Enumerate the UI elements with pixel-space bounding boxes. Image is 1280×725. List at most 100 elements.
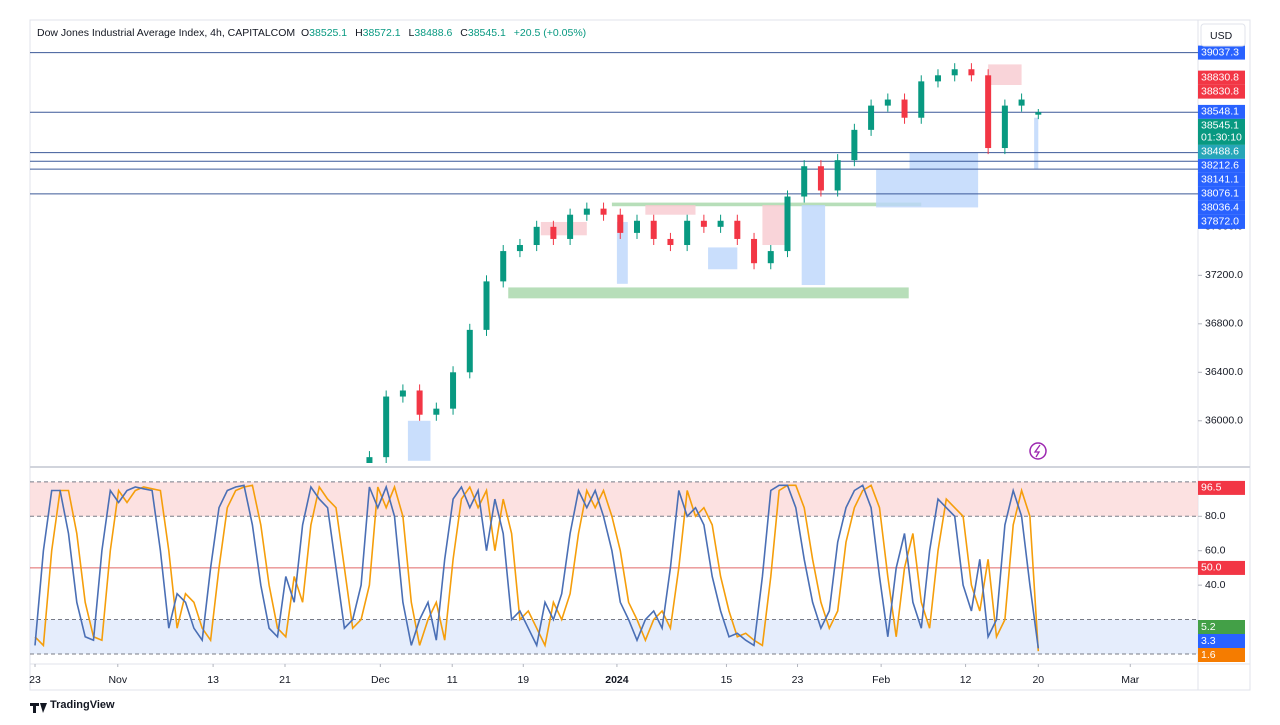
price-label-box [1198,45,1245,60]
currency-button[interactable] [1200,23,1246,47]
candle-body [968,69,975,76]
ohlc-label: C [460,27,468,39]
x-tick-label: Dec [371,674,390,686]
x-tick-label: 23 [29,674,41,686]
x-tick-label: 11 [447,674,458,686]
candle-body [717,220,724,227]
price-label: 38830.8 [1201,85,1239,97]
price-label: 1.6 [1201,649,1216,661]
y-tick-label: 37200.0 [1205,269,1243,281]
candle-body [483,281,490,330]
price-label: 38545.1 [1201,120,1239,132]
price-label-box [1198,634,1245,648]
brand-logo [30,703,47,713]
price-label: 38548.1 [1201,106,1239,118]
candle-body [567,214,574,239]
candle-body [734,220,741,239]
candle-body [617,214,624,233]
price-label-box [1198,158,1245,173]
price-label: 38141.1 [1201,174,1239,186]
candle-body [633,220,640,233]
price-label-box [1198,648,1245,662]
oscillator-pane [30,481,1198,655]
price-label: 39037.3 [1201,46,1239,58]
zone [876,169,979,208]
y-tick-label: 60.0 [1205,545,1226,557]
candle-body [767,251,774,264]
price-label-box [1198,214,1245,229]
price-label-box [1198,84,1245,99]
candle-body [700,220,707,227]
candle-body [583,208,590,215]
price-label: 37872.0 [1201,216,1239,228]
price-label: 38488.6 [1201,146,1239,158]
candle-body [533,226,540,246]
price-label-box [1198,186,1245,201]
zone [508,287,909,299]
y-tick-label: 36400.0 [1205,366,1243,378]
brand: TradingView [50,699,115,711]
candle-body [383,396,390,458]
candle-body [851,129,858,161]
price-label: 38076.1 [1201,188,1239,200]
candle-body [450,372,457,409]
x-tick-label: Mar [1121,674,1140,686]
x-tick-label: 13 [207,674,219,686]
candle-body [918,81,925,118]
price-label: 38830.8 [1201,71,1239,83]
price-label: 96.5 [1201,482,1222,494]
x-tick-label: 19 [517,674,529,686]
zone [708,247,738,270]
band [30,481,1198,517]
price-label-box [1198,104,1245,119]
candle-body [1035,112,1042,115]
ohlc-value: 38545.1 [467,27,506,39]
zone [611,202,922,207]
price-label-box [1198,620,1245,634]
price-label: 38212.6 [1201,160,1239,172]
ohlc-value: 38488.6 [414,27,453,39]
x-tick-label: 2024 [605,674,629,686]
symbol: Dow Jones Industrial Average Index, 4h, … [37,27,296,39]
zone [801,205,826,286]
countdown: 01:30:10 [1201,132,1242,144]
currency[interactable]: USD [1210,30,1233,42]
chart-frame [29,19,1251,691]
candle-body [433,408,440,415]
y-tick-label: 40.0 [1205,579,1226,591]
candle-body [600,208,607,215]
candle-body [1001,105,1008,149]
ohlc-label: L [408,27,415,39]
candle-body [901,99,908,118]
y-tick-label: 36000.0 [1205,415,1243,427]
candle-body [466,329,473,373]
zone [540,221,587,236]
price-label-box [1198,200,1245,215]
alert-icon[interactable] [1029,442,1047,460]
price-label-box [1198,560,1245,575]
candle-body [784,196,791,252]
candle-body [751,238,758,264]
series-line [34,484,1040,649]
price-label: 38036.4 [1201,202,1239,214]
price-label-box [1198,144,1245,159]
ohlc-label: O [301,27,310,39]
zone [988,64,1022,86]
zone [407,420,431,461]
candle-body [650,220,657,239]
legend: Dow Jones Industrial Average Index, 4h, … [37,27,591,39]
price-label: 50.0 [1201,562,1222,574]
zone [645,205,696,215]
ohlc-value: 38572.1 [362,27,401,39]
x-tick-label: Nov [108,674,127,686]
y-tick-label: 80.0 [1205,510,1226,522]
candle-body [801,166,808,197]
candle-body [934,75,941,82]
candle-body [1018,99,1025,106]
x-tick-label: 20 [1032,674,1044,686]
candle-body [951,69,958,76]
footer: TradingView [30,699,115,711]
price-label: 5.2 [1201,621,1216,633]
